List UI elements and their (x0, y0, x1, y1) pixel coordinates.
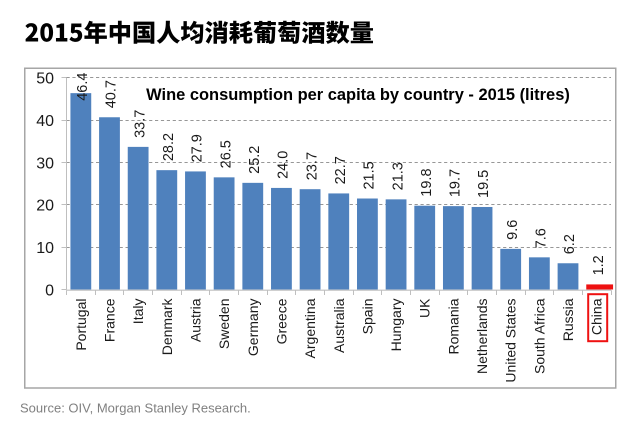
svg-text:20: 20 (36, 198, 54, 215)
svg-text:30: 30 (36, 155, 54, 172)
svg-text:Australia: Australia (331, 298, 347, 353)
svg-text:19.7: 19.7 (448, 169, 464, 197)
svg-text:25.2: 25.2 (247, 146, 263, 174)
svg-text:24.0: 24.0 (276, 151, 292, 179)
svg-text:Spain: Spain (359, 299, 375, 335)
svg-text:0: 0 (45, 282, 54, 299)
svg-text:46.4: 46.4 (75, 73, 91, 101)
svg-text:7.6: 7.6 (534, 228, 550, 248)
svg-text:UK: UK (417, 298, 433, 318)
svg-text:9.6: 9.6 (505, 220, 521, 240)
svg-text:19.8: 19.8 (419, 168, 435, 196)
svg-text:28.2: 28.2 (161, 133, 177, 161)
svg-text:Austria: Austria (187, 298, 203, 342)
svg-text:South Africa: South Africa (531, 298, 547, 374)
svg-text:21.3: 21.3 (390, 162, 406, 190)
svg-text:10: 10 (36, 240, 54, 257)
svg-text:19.5: 19.5 (476, 170, 492, 198)
svg-text:France: France (101, 298, 117, 342)
svg-text:Wine consumption per capita by: Wine consumption per capita by country -… (146, 86, 570, 104)
svg-text:33.7: 33.7 (132, 110, 148, 138)
svg-text:Portugal: Portugal (73, 299, 89, 351)
svg-text:Argentina: Argentina (302, 298, 318, 358)
svg-text:Germany: Germany (245, 299, 261, 357)
svg-text:Sweden: Sweden (216, 299, 232, 350)
svg-text:China: China (589, 298, 605, 335)
svg-text:Hungary: Hungary (388, 299, 404, 352)
svg-text:Russia: Russia (560, 298, 576, 341)
svg-text:Romania: Romania (445, 298, 461, 354)
svg-text:Italy: Italy (130, 299, 146, 325)
svg-text:26.5: 26.5 (218, 140, 234, 168)
svg-text:Netherlands: Netherlands (474, 299, 490, 375)
svg-text:1.2: 1.2 (591, 255, 607, 275)
svg-text:27.9: 27.9 (190, 134, 206, 162)
svg-text:United States: United States (503, 299, 519, 383)
svg-text:40.7: 40.7 (104, 80, 120, 108)
svg-text:21.5: 21.5 (362, 161, 378, 189)
svg-text:22.7: 22.7 (333, 156, 349, 184)
svg-text:Denmark: Denmark (159, 298, 175, 356)
svg-text:50: 50 (36, 71, 54, 88)
svg-text:6.2: 6.2 (562, 234, 578, 254)
svg-text:Source: OIV, Morgan Stanley Re: Source: OIV, Morgan Stanley Research. (20, 401, 251, 416)
svg-text:23.7: 23.7 (304, 152, 320, 180)
svg-text:40: 40 (36, 113, 54, 130)
svg-text:Greece: Greece (273, 298, 289, 344)
